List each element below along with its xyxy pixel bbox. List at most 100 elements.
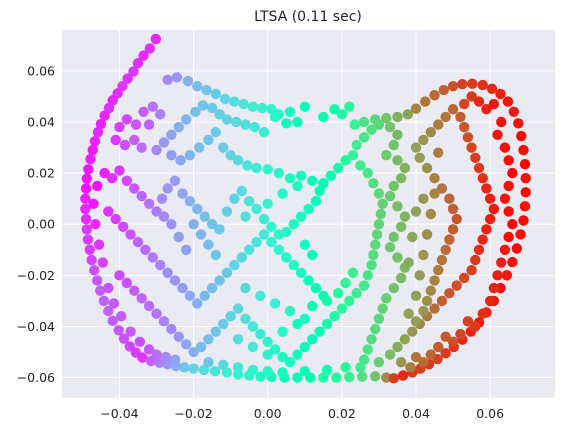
data-point (400, 211, 410, 221)
data-point (368, 178, 378, 188)
data-point (285, 306, 295, 316)
data-point (203, 357, 213, 367)
data-point (340, 362, 350, 372)
data-point (218, 360, 228, 370)
data-point (203, 135, 213, 145)
data-point (374, 188, 384, 198)
data-point (363, 344, 373, 354)
data-point (500, 142, 510, 152)
data-point (311, 283, 321, 293)
data-point (455, 112, 465, 122)
data-point (420, 96, 430, 106)
data-point (244, 196, 254, 206)
data-point (503, 155, 513, 165)
data-point (444, 234, 454, 244)
x-tick-label: 0.00 (254, 406, 282, 421)
data-point (459, 273, 469, 283)
data-point (418, 306, 428, 316)
data-point (162, 75, 172, 85)
data-point (521, 187, 531, 197)
data-point (478, 173, 488, 183)
data-point (481, 183, 491, 193)
data-point (148, 252, 158, 262)
data-point (374, 219, 384, 229)
data-point (201, 85, 211, 95)
data-point (218, 319, 228, 329)
data-point (466, 142, 476, 152)
data-point (129, 135, 139, 145)
data-point (192, 298, 202, 308)
data-point (518, 215, 528, 225)
data-point (188, 219, 198, 229)
data-point (381, 150, 391, 160)
data-point (407, 232, 417, 242)
data-point (118, 222, 128, 232)
data-point (437, 255, 447, 265)
data-point (263, 337, 273, 347)
data-point (170, 275, 180, 285)
data-point (122, 176, 132, 186)
data-point (392, 252, 402, 262)
data-point (429, 275, 439, 285)
data-point (292, 181, 302, 191)
data-point (403, 308, 413, 318)
data-point (389, 283, 399, 293)
data-point (222, 206, 232, 216)
data-point (93, 127, 103, 137)
data-point (255, 291, 265, 301)
data-point (463, 132, 473, 142)
data-point (492, 270, 502, 280)
y-tick-label: 0.02 (27, 166, 55, 181)
data-point (222, 114, 232, 124)
data-point (411, 142, 421, 152)
data-point (159, 211, 169, 221)
data-point (88, 145, 98, 155)
data-point (307, 301, 317, 311)
data-point (470, 255, 480, 265)
data-point (155, 109, 165, 119)
data-point (396, 273, 406, 283)
data-point (266, 222, 276, 232)
data-point (389, 232, 399, 242)
data-point (440, 331, 450, 341)
data-point (203, 239, 213, 249)
data-point (322, 296, 332, 306)
data-point (389, 373, 399, 383)
data-point (329, 311, 339, 321)
data-point (274, 168, 284, 178)
data-point (485, 214, 495, 224)
data-point (81, 183, 91, 193)
data-point (437, 296, 447, 306)
y-tick-label: −0.06 (17, 370, 55, 385)
data-point (403, 257, 413, 267)
data-point (326, 170, 336, 180)
data-point (192, 204, 202, 214)
data-point (233, 155, 243, 165)
x-tick-label: 0.02 (328, 406, 356, 421)
data-point (174, 232, 184, 242)
data-point (242, 160, 252, 170)
data-point (296, 268, 306, 278)
data-point (240, 283, 250, 293)
data-point (194, 142, 204, 152)
data-point (474, 163, 484, 173)
data-point (181, 114, 191, 124)
data-point (196, 229, 206, 239)
data-point (240, 211, 250, 221)
data-point (135, 337, 145, 347)
data-point (355, 160, 365, 170)
data-point (429, 90, 439, 100)
data-point (496, 117, 506, 127)
data-point (500, 193, 510, 203)
data-point (120, 140, 130, 150)
data-point (263, 199, 273, 209)
data-point (485, 296, 495, 306)
y-tick-label: 0.00 (27, 217, 55, 232)
data-point (396, 357, 406, 367)
data-point (385, 242, 395, 252)
data-point (94, 239, 104, 249)
data-point (411, 316, 421, 326)
data-point (351, 288, 361, 298)
data-point (270, 298, 280, 308)
data-point (210, 366, 220, 376)
